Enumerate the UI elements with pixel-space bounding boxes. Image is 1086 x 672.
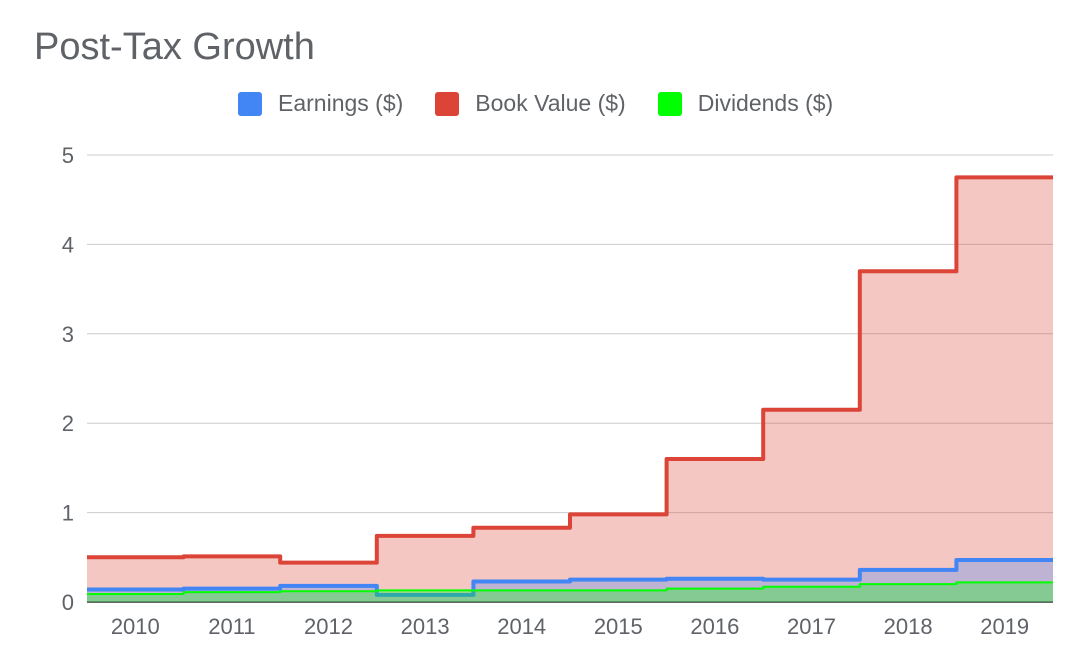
y-tick-label: 0 [62,590,74,615]
x-tick-label: 2015 [594,614,643,639]
series-line-dividends [87,581,1053,595]
y-tick-label: 5 [62,143,74,168]
y-tick-label: 4 [62,232,74,257]
legend-swatch-earnings [238,91,262,116]
x-tick-label: 2013 [401,614,450,639]
legend-label-earnings: Earnings ($) [278,90,404,116]
x-tick-label: 2011 [208,614,255,639]
legend-item-dividends[interactable]: Dividends ($) [657,90,834,117]
x-tick-label: 2019 [980,614,1029,639]
x-tick-label: 2018 [884,614,933,639]
y-tick-label: 1 [62,501,74,526]
chart-title: Post-Tax Growth [34,26,315,68]
x-tick-label: 2017 [787,614,836,639]
x-tick-label: 2012 [304,614,353,639]
series-area-book-value [87,177,1053,602]
legend-item-earnings[interactable]: Earnings ($) [238,90,403,117]
series-line-book-value [87,175,1053,565]
y-tick-label: 2 [62,411,74,436]
legend-swatch-book-value [435,91,460,116]
legend-label-book-value: Book Value ($) [475,90,626,116]
legend-swatch-dividends [657,91,682,116]
x-tick-label: 2010 [111,614,160,639]
legend-item-book-value[interactable]: Book Value ($) [435,90,626,117]
legend-label-dividends: Dividends ($) [697,90,834,116]
series-line-earnings [87,557,1053,597]
legend: Earnings ($) Book Value ($) Dividends ($… [238,90,865,117]
x-tick-label: 2016 [690,614,739,639]
x-tick-label: 2014 [497,614,546,639]
y-tick-label: 3 [62,322,74,347]
